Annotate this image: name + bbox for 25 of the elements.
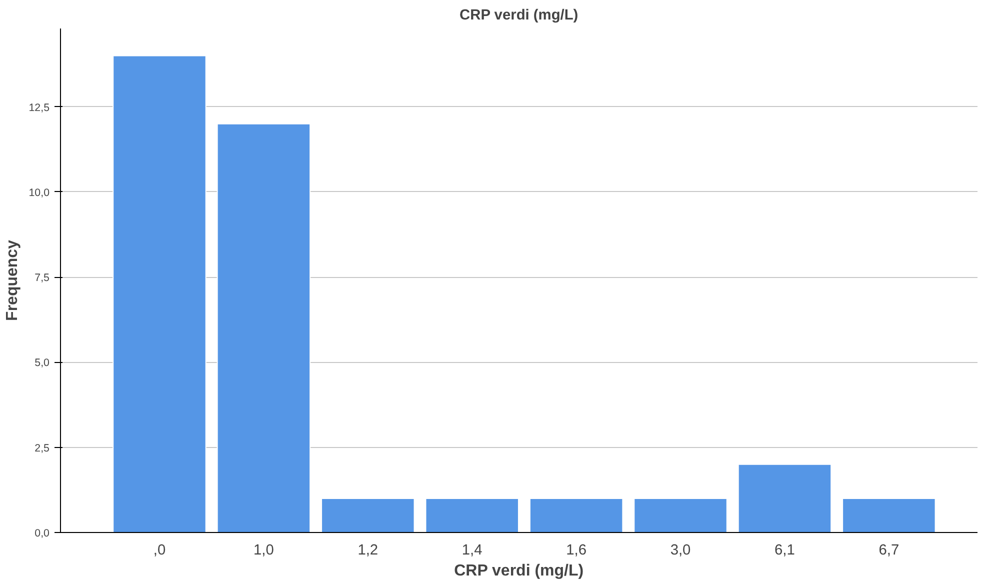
x-tick-label: 6,1: [774, 542, 795, 558]
y-tick-label: 0,0: [34, 528, 50, 540]
x-tick-label: 1,6: [566, 542, 586, 558]
bar: [216, 123, 311, 532]
bar: [842, 498, 936, 532]
bar: [112, 55, 206, 532]
y-tick-label: 12,5: [28, 102, 50, 114]
y-tick-label: 7,5: [34, 272, 50, 284]
y-tick-label: 5,0: [34, 357, 50, 370]
y-axis-title: Frequency: [4, 240, 21, 321]
x-tick-label: 3,0: [670, 542, 691, 558]
bar: [738, 464, 832, 532]
bar: [529, 498, 624, 532]
x-tick-label: 1,0: [254, 542, 274, 558]
y-tick-label: 2,5: [34, 442, 50, 454]
bar: [321, 498, 415, 532]
y-tick-label: 10,0: [28, 186, 50, 199]
bar: [634, 498, 728, 532]
x-tick-label: 1,4: [462, 542, 482, 558]
x-tick-label: 6,7: [878, 542, 900, 558]
x-tick-label: 1,2: [358, 542, 378, 558]
bar: [425, 498, 519, 532]
chart-title: CRP verdi (mg/L): [460, 8, 578, 24]
x-tick-label: ,0: [153, 542, 166, 558]
x-axis-title: CRP verdi (mg/L): [454, 562, 584, 580]
